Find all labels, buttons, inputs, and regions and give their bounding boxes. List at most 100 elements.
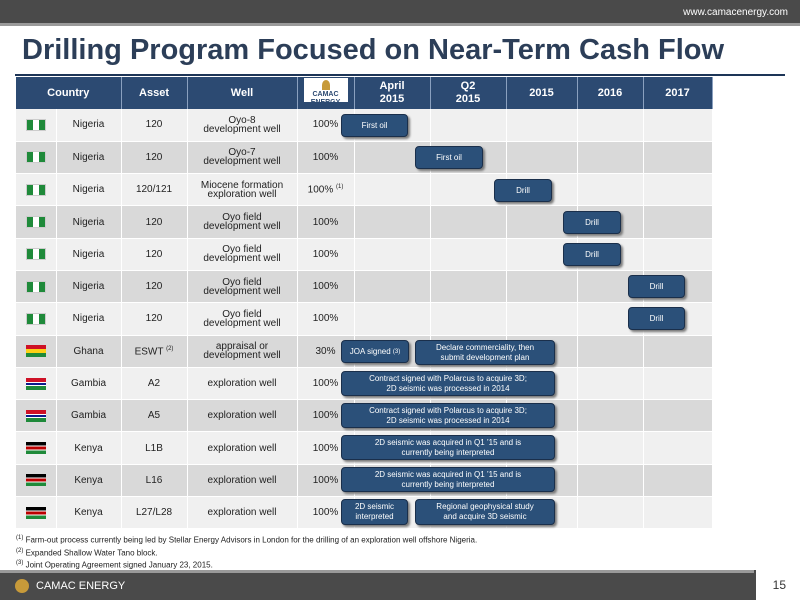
milestone-joa-signed: JOA signed (3) (341, 340, 409, 363)
footnote-mark: (3) (16, 560, 24, 567)
milestone-drill-miocene: Drill (494, 179, 552, 202)
well-line1: Oyo field (222, 244, 262, 256)
milestone-drill-oyo-2017a: Drill (628, 275, 685, 298)
cell-asset: A2 (121, 367, 188, 401)
cell-interest: 100% (297, 270, 355, 304)
cell-asset: L16 (121, 464, 188, 498)
milestone-declare-commerciality: Declare commerciality, then submit develo… (415, 340, 555, 365)
nigeria-flag-icon (25, 280, 46, 293)
cell-well: Miocene formation exploration well (187, 173, 298, 207)
seismic-l16-line2: currently being interpreted (401, 479, 495, 489)
footnote-3: (3) Joint Operating Agreement signed Jan… (16, 558, 477, 571)
cell-well: exploration well (187, 464, 298, 498)
cell-country: Nigeria (56, 302, 122, 336)
footer-bar: CAMAC ENERGY (0, 570, 800, 600)
cell-asset: L27/L28 (121, 496, 188, 530)
kenya-flag-icon (25, 506, 46, 519)
table-header-row: Country Asset Well CAMAC ENERGY April 201… (16, 77, 713, 109)
cell-interest: 100% (1) (297, 173, 355, 207)
nigeria-flag-icon (25, 118, 46, 131)
well-line1: Oyo field (222, 212, 262, 224)
well-line1: Oyo field (222, 308, 262, 320)
milestone-polarcus-a5: Contract signed with Polarcus to acquire… (341, 403, 555, 428)
table-row: Nigeria 120 Oyo field development well 10… (16, 302, 713, 336)
cell-asset: 120 (121, 205, 188, 239)
joa-text: JOA signed (349, 346, 391, 356)
cell-interest: 100% (297, 205, 355, 239)
milestone-seismic-l1b: 2D seismic was acquired in Q1 ’15 and is… (341, 435, 555, 460)
cell-country: Gambia (56, 399, 122, 433)
page-number: 15 (772, 578, 786, 592)
header-2015: 2015 (506, 77, 578, 109)
asset-value: ESWT (134, 345, 164, 357)
cell-well: exploration well (187, 367, 298, 401)
header-well: Well (187, 77, 298, 109)
table-row: Nigeria 120 Oyo field development well 10… (16, 205, 713, 239)
footnote-1: (1) Farm-out process currently being led… (16, 533, 477, 546)
seismic-l1b-line2: currently being interpreted (401, 447, 495, 457)
kenya-flag-icon (25, 442, 46, 455)
header-2017: 2017 (643, 77, 713, 109)
cell-country: Nigeria (56, 109, 122, 142)
footnote-text: Expanded Shallow Water Tano block. (25, 548, 158, 558)
interpreted-line1: 2D seismic (354, 502, 395, 511)
logo-text-2: ENERGY (310, 99, 341, 106)
interpreted-line2: interpreted (355, 512, 394, 521)
cell-asset: 120 (121, 109, 188, 142)
footnote-ref-1: (1) (336, 184, 344, 191)
declare-line2: submit development plan (440, 352, 530, 362)
cell-country: Gambia (56, 367, 122, 401)
camac-logo-icon (321, 80, 330, 90)
cell-well: exploration well (187, 431, 298, 465)
table-row: Nigeria 120 Oyo-7 development well 100% (16, 141, 713, 175)
camac-brand-icon (15, 579, 29, 593)
cell-country: Kenya (56, 464, 122, 498)
well-line2: development well (203, 123, 281, 135)
gambia-flag-icon (25, 377, 46, 390)
well-line1: appraisal or (215, 341, 269, 353)
header-april-line2: 2015 (379, 93, 405, 105)
cell-asset: 120/121 (121, 173, 188, 207)
seismic-l16-line1: 2D seismic was acquired in Q1 ’15 and is (374, 469, 522, 479)
page-title: Drilling Program Focused on Near-Term Ca… (22, 34, 725, 66)
cell-asset: 120 (121, 302, 188, 336)
cell-asset: 120 (121, 238, 188, 271)
cell-country: Kenya (56, 496, 122, 530)
nigeria-flag-icon (25, 312, 46, 325)
cell-well: Oyo field development well (187, 302, 298, 336)
well-line2: development well (203, 253, 281, 265)
well-line2: development well (203, 350, 281, 362)
header-asset: Asset (121, 77, 188, 109)
well-line1: Oyo-8 (228, 114, 256, 126)
header-april-line1: April (379, 80, 405, 92)
header-april-2015: April 2015 (354, 77, 431, 109)
cell-country: Nigeria (56, 141, 122, 175)
seismic-l1b-line1: 2D seismic was acquired in Q1 ’15 and is (374, 437, 522, 447)
header-country: Country (16, 77, 122, 109)
nigeria-flag-icon (25, 248, 46, 261)
cell-interest: 100% (297, 238, 355, 271)
cell-country: Kenya (56, 431, 122, 465)
declare-line1: Declare commerciality, then (435, 342, 535, 352)
footnote-2: (2) Expanded Shallow Water Tano block. (16, 546, 477, 559)
header-logo: CAMAC ENERGY (297, 77, 355, 109)
milestone-seismic-interpreted: 2D seismic interpreted (341, 499, 408, 525)
cell-country: Nigeria (56, 270, 122, 304)
footnote-text: Farm-out process currently being led by … (25, 535, 478, 545)
nigeria-flag-icon (25, 216, 46, 229)
milestone-drill-oyo-2016b: Drill (563, 243, 621, 266)
polarcus-a5-line1: Contract signed with Polarcus to acquire… (369, 405, 527, 415)
cell-well: Oyo field development well (187, 238, 298, 271)
cell-well: Oyo-7 development well (187, 141, 298, 175)
header-q2-2015: Q2 2015 (430, 77, 507, 109)
milestone-seismic-l16: 2D seismic was acquired in Q1 ’15 and is… (341, 467, 555, 492)
cell-country: Nigeria (56, 205, 122, 239)
footnote-ref-3: (3) (392, 348, 401, 355)
well-line1: Oyo field (222, 276, 262, 288)
well-line1: Miocene formation (200, 179, 284, 191)
well-line2: development well (203, 156, 281, 168)
cell-country: Nigeria (56, 173, 122, 207)
logo-text-1: CAMAC (312, 91, 339, 98)
footer-brand: CAMAC ENERGY (36, 580, 126, 592)
cell-asset: 120 (121, 141, 188, 175)
